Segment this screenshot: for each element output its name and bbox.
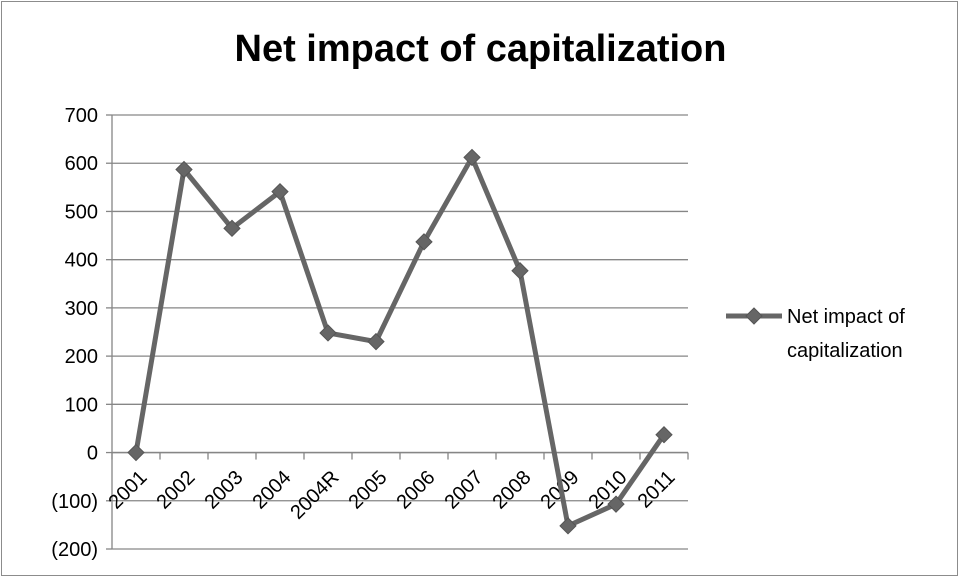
data-point [559,517,577,535]
data-point [415,233,433,251]
data-point [127,443,145,462]
data-point [511,262,529,280]
y-tick-label: (100) [51,491,98,513]
y-tick-label: 200 [65,346,98,368]
series-net-impact [127,148,673,535]
data-point [655,426,673,444]
legend-label: Net impact of [787,306,905,328]
chart-title: Net impact of capitalization [234,28,727,70]
data-point [175,160,193,179]
series-line [133,154,667,529]
data-point [223,219,241,238]
data-point [463,148,481,167]
y-tick-label: 300 [65,298,98,320]
x-tick-label: 2011 [634,467,680,513]
x-tick-label: 2004R [286,467,343,524]
y-tick-label: 500 [65,201,98,223]
x-tick-label: 2002 [153,467,200,514]
y-tick-label: 400 [65,250,98,272]
y-axis-tick-labels: (200) (100) 0 100 200 300 400 500 600 700 [51,105,98,561]
data-point [319,324,337,342]
legend-label: capitalization [787,340,903,362]
y-tick-label: 600 [65,153,98,175]
x-tick-label: 2008 [489,467,536,514]
x-tick-label: 2007 [441,467,488,514]
data-point [607,495,625,513]
x-tick-label: 2003 [201,467,248,514]
grid-lines [112,114,688,502]
x-tick-label: 2005 [345,467,392,514]
data-point [367,332,385,351]
legend: Net impact of capitalization [726,306,905,362]
y-tick-label: 100 [65,394,98,416]
axes [106,114,689,550]
x-tick-label: 2006 [393,467,440,514]
y-tick-label: 0 [87,443,98,465]
legend-marker [745,307,763,325]
y-tick-label: 700 [65,105,98,127]
y-tick-label: (200) [51,539,98,561]
data-point [271,182,289,201]
